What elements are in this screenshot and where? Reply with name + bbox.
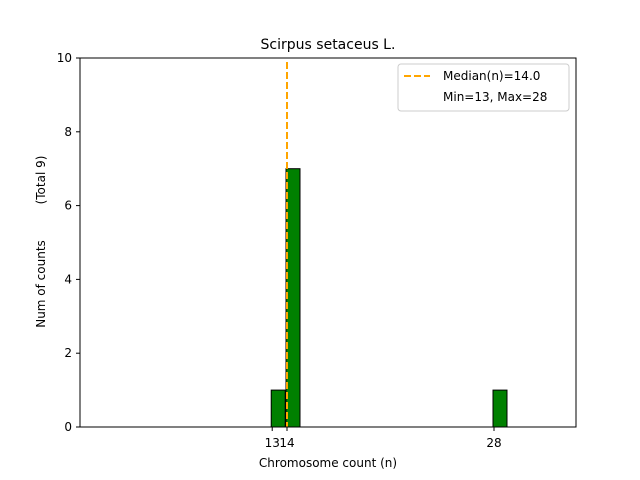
y-axis-total-note: (Total 9) xyxy=(34,156,48,205)
y-axis-ticks: 0 2 4 6 8 10 xyxy=(57,51,80,434)
x-tick-label-13: 13 xyxy=(265,436,280,450)
legend-range-label: Min=13, Max=28 xyxy=(443,90,547,104)
y-tick-label-8: 8 xyxy=(64,125,72,139)
y-tick-label-4: 4 xyxy=(64,272,72,286)
bar-14 xyxy=(285,168,301,428)
legend-box xyxy=(397,63,570,112)
bars-layer xyxy=(270,168,508,428)
legend: Median(n)=14.0 Min=13, Max=28 xyxy=(397,63,570,112)
y-tick-label-6: 6 xyxy=(64,199,72,213)
legend-median-label: Median(n)=14.0 xyxy=(443,69,540,83)
x-tick-label-14: 14 xyxy=(279,436,294,450)
plot-frame xyxy=(79,57,577,428)
x-axis-ticks: 13 14 28 xyxy=(265,427,502,450)
chart-title: Scirpus setaceus L. xyxy=(261,37,396,53)
y-tick-label-2: 2 xyxy=(64,346,72,360)
bar-28 xyxy=(492,389,508,428)
x-axis-label: Chromosome count (n) xyxy=(259,456,397,470)
y-axis-label: Num of counts xyxy=(34,240,48,328)
bar-13 xyxy=(270,389,286,428)
y-tick-label-0: 0 xyxy=(64,420,72,434)
x-tick-label-28: 28 xyxy=(486,436,501,450)
y-tick-label-10: 10 xyxy=(57,51,72,65)
